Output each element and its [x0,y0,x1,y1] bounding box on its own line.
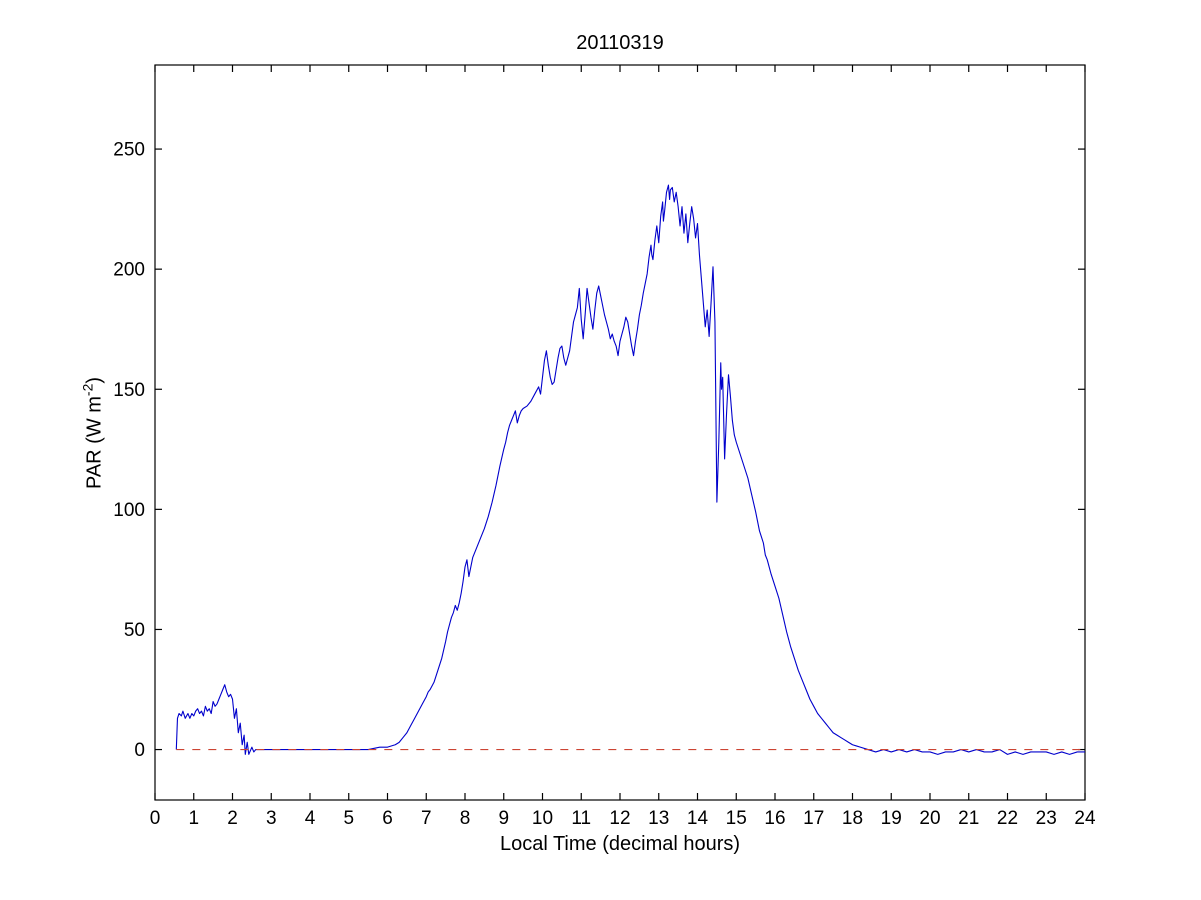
x-tick-label: 2 [227,808,238,829]
y-axis-label-end: ) [83,376,106,384]
y-axis-label-superscript: -2 [79,383,96,397]
x-tick-label: 9 [498,808,509,829]
x-tick-label: 13 [648,808,669,829]
x-tick-label: 21 [958,808,979,829]
x-tick-label: 10 [532,808,553,829]
axis-box [154,64,1086,801]
y-axis-label-main: PAR (W m [83,396,106,490]
x-tick-label: 20 [919,808,940,829]
x-tick-label: 7 [421,808,432,829]
x-tick-label: 15 [726,808,747,829]
y-tick-label: 250 [113,140,145,161]
x-tick-label: 1 [188,808,199,829]
x-tick-label: 5 [343,808,354,829]
y-tick-label: 100 [113,500,145,521]
x-tick-label: 3 [266,808,277,829]
x-tick-label: 11 [571,808,591,829]
x-tick-label: 0 [150,808,161,829]
x-tick-label: 14 [687,808,709,829]
x-tick-label: 17 [803,808,824,829]
x-tick-label: 4 [305,808,316,829]
x-tick-label: 22 [997,808,1018,829]
x-tick-label: 8 [460,808,471,829]
x-tick-label: 12 [609,808,630,829]
y-tick-label: 50 [124,620,145,641]
y-tick-label: 0 [134,740,145,761]
x-tick-label: 18 [842,808,863,829]
chart-title: 20110319 [576,32,664,54]
x-tick-label: 19 [881,808,902,829]
x-tick-label: 23 [1036,808,1057,829]
y-axis-label: PAR (W m-2) [80,377,107,489]
x-tick-label: 6 [382,808,393,829]
x-axis-label: Local Time (decimal hours) [499,833,741,855]
y-tick-label: 200 [113,260,145,281]
x-tick-label: 24 [1074,808,1096,829]
series-PAR-measurement [175,184,1085,755]
y-tick-label: 150 [113,380,145,401]
x-tick-label: 16 [764,808,785,829]
